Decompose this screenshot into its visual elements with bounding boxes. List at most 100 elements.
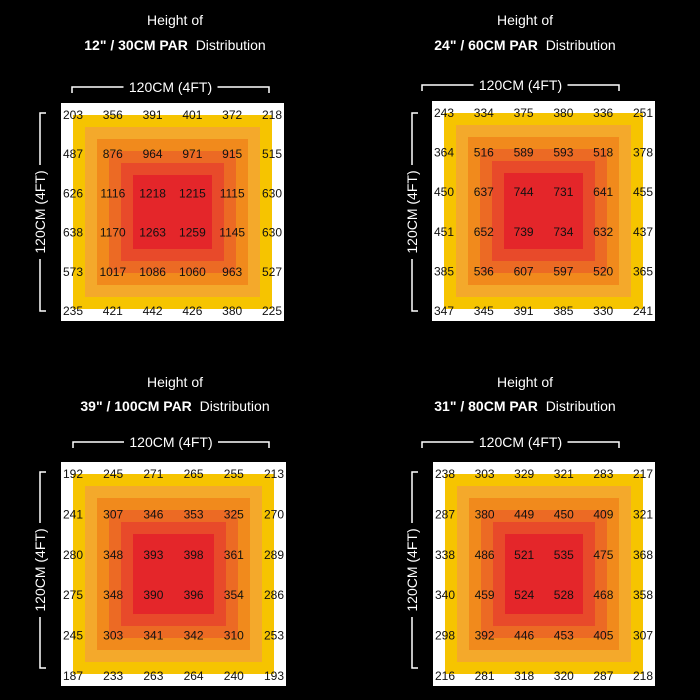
panel-30cm: Height of 12" / 30CM PAR Distribution 12… [0, 0, 350, 350]
panel-title-height: 12" / 30CM PAR [84, 37, 188, 53]
par-value-label: 442 [143, 304, 163, 318]
panel-title-height: 31" / 80CM PAR [434, 398, 538, 414]
intensity-ring-6 [133, 534, 214, 614]
x-dimension-marker: 120CM (4FT) [421, 77, 620, 93]
par-value-label: 626 [63, 186, 83, 200]
par-value-label: 298 [435, 629, 455, 643]
x-dimension-bracket-right [567, 441, 620, 448]
y-dimension-bracket-bottom [39, 617, 46, 669]
par-value-label: 475 [593, 548, 613, 562]
par-value-label: 241 [633, 304, 653, 318]
par-value-label: 241 [63, 507, 83, 521]
par-value-label: 971 [182, 147, 202, 161]
par-value-label: 1215 [179, 186, 206, 200]
par-value-label: 380 [475, 507, 495, 521]
par-value-label: 421 [103, 304, 123, 318]
y-dimension-bracket-top [411, 471, 418, 523]
par-value-label: 281 [475, 669, 495, 683]
y-dimension-marker: 120CM (4FT) [32, 112, 48, 312]
y-dimension-marker: 120CM (4FT) [404, 471, 420, 669]
par-value-label: 527 [262, 265, 282, 279]
par-value-label: 1116 [100, 186, 125, 200]
par-value-label: 426 [182, 304, 202, 318]
par-value-label: 734 [553, 225, 573, 239]
panel-title-line1: Height of [496, 374, 554, 390]
y-dimension-bracket-bottom [39, 259, 46, 312]
panel-60cm: Height of 24" / 60CM PAR Distribution 12… [350, 0, 700, 350]
par-value-label: 1259 [179, 226, 206, 240]
par-value-label: 354 [224, 588, 244, 602]
x-dimension-bracket-right [567, 84, 620, 91]
x-dimension-marker: 120CM (4FT) [72, 434, 270, 450]
par-value-label: 287 [435, 507, 455, 521]
par-value-label: 358 [633, 588, 653, 602]
par-value-label: 739 [514, 225, 534, 239]
panel-title-line2: 39" / 100CM PAR Distribution [0, 398, 350, 414]
par-value-label: 251 [633, 106, 653, 120]
par-value-label: 310 [224, 629, 244, 643]
par-value-label: 589 [514, 146, 534, 160]
par-value-label: 632 [593, 225, 613, 239]
par-value-label: 391 [143, 108, 163, 122]
par-value-label: 524 [514, 588, 534, 602]
par-value-label: 396 [184, 588, 204, 602]
par-value-label: 346 [143, 507, 163, 521]
par-value-label: 380 [222, 304, 242, 318]
par-value-label: 521 [514, 548, 534, 562]
y-dimension-bracket-bottom [411, 259, 418, 312]
y-axis-label: 120CM (4FT) [404, 528, 420, 611]
par-value-label: 187 [63, 669, 83, 683]
x-axis-label: 120CM (4FT) [479, 77, 562, 93]
y-dimension-marker: 120CM (4FT) [404, 112, 420, 312]
par-value-label: 238 [435, 467, 455, 481]
par-value-label: 450 [434, 185, 454, 199]
par-value-label: 320 [554, 669, 574, 683]
panel-title-suffix: Distribution [545, 37, 616, 53]
par-value-label: 318 [514, 669, 534, 683]
par-value-label: 192 [63, 467, 83, 481]
par-value-label: 203 [63, 108, 83, 122]
par-value-label: 225 [262, 304, 282, 318]
par-value-label: 321 [554, 467, 574, 481]
x-dimension-bracket-left [421, 441, 474, 448]
par-value-label: 342 [184, 629, 204, 643]
par-value-label: 253 [264, 629, 284, 643]
par-value-label: 271 [143, 467, 163, 481]
par-value-label: 528 [554, 588, 574, 602]
par-value-label: 401 [182, 108, 202, 122]
par-value-label: 449 [514, 507, 534, 521]
par-value-label: 398 [184, 548, 204, 562]
intensity-ring-6 [504, 173, 583, 249]
par-value-label: 1086 [139, 265, 166, 279]
x-dimension-bracket-right [217, 86, 270, 93]
x-dimension-marker: 120CM (4FT) [421, 434, 620, 450]
panel-title-line2: 12" / 30CM PAR Distribution [0, 37, 350, 53]
y-dimension-marker: 120CM (4FT) [32, 471, 48, 669]
par-value-label: 964 [143, 147, 163, 161]
par-value-label: 240 [224, 669, 244, 683]
par-value-label: 573 [63, 265, 83, 279]
par-value-label: 385 [553, 304, 573, 318]
par-value-label: 265 [184, 467, 204, 481]
par-value-label: 341 [143, 629, 163, 643]
par-heatmap-30cm: 120CM (4FT) 120CM (4FT) 203 356 391 401 372 218… [32, 79, 284, 321]
par-value-label: 597 [553, 264, 573, 278]
par-value-label: 307 [633, 629, 653, 643]
par-value-label: 348 [103, 588, 123, 602]
x-dimension-bracket-left [72, 441, 124, 448]
par-value-label: 963 [222, 265, 242, 279]
par-value-label: 593 [553, 146, 573, 160]
panel-title-suffix: Distribution [195, 37, 266, 53]
par-value-label: 364 [434, 146, 454, 160]
par-value-label: 1218 [139, 186, 166, 200]
par-value-label: 193 [264, 669, 284, 683]
par-value-label: 321 [633, 507, 653, 521]
par-value-label: 451 [434, 225, 454, 239]
y-axis-label: 120CM (4FT) [32, 170, 48, 253]
par-value-label: 409 [593, 507, 613, 521]
par-heatmap-100cm: 120CM (4FT) 120CM (4FT) 192 245 271 265 255 213… [32, 434, 286, 686]
x-dimension-bracket-right [218, 441, 270, 448]
par-value-label: 641 [593, 185, 613, 199]
y-dimension-bracket-top [39, 112, 46, 165]
